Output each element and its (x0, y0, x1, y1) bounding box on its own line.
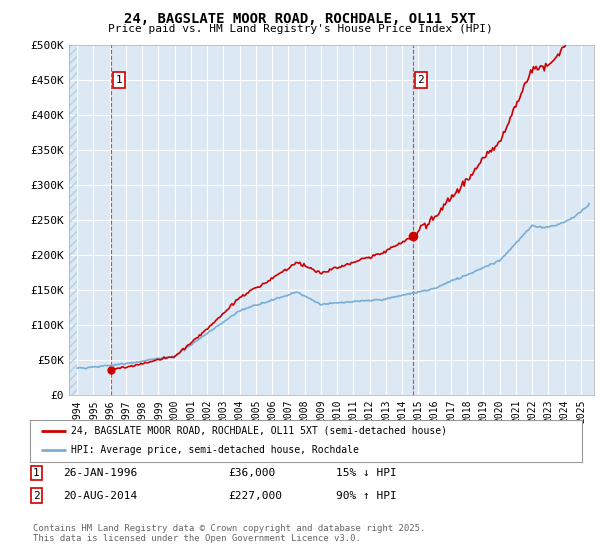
Polygon shape (69, 45, 77, 395)
Text: 1: 1 (116, 75, 122, 85)
Text: 26-JAN-1996: 26-JAN-1996 (63, 468, 137, 478)
Text: 2: 2 (418, 75, 424, 85)
Text: Contains HM Land Registry data © Crown copyright and database right 2025.
This d: Contains HM Land Registry data © Crown c… (33, 524, 425, 543)
Text: 15% ↓ HPI: 15% ↓ HPI (336, 468, 397, 478)
Text: £227,000: £227,000 (228, 491, 282, 501)
Text: HPI: Average price, semi-detached house, Rochdale: HPI: Average price, semi-detached house,… (71, 445, 359, 455)
Text: 24, BAGSLATE MOOR ROAD, ROCHDALE, OL11 5XT: 24, BAGSLATE MOOR ROAD, ROCHDALE, OL11 5… (124, 12, 476, 26)
Text: 90% ↑ HPI: 90% ↑ HPI (336, 491, 397, 501)
Text: Price paid vs. HM Land Registry's House Price Index (HPI): Price paid vs. HM Land Registry's House … (107, 24, 493, 34)
Text: 20-AUG-2014: 20-AUG-2014 (63, 491, 137, 501)
Text: 24, BAGSLATE MOOR ROAD, ROCHDALE, OL11 5XT (semi-detached house): 24, BAGSLATE MOOR ROAD, ROCHDALE, OL11 5… (71, 426, 448, 436)
Text: 1: 1 (33, 468, 40, 478)
Text: 2: 2 (33, 491, 40, 501)
Text: £36,000: £36,000 (228, 468, 275, 478)
